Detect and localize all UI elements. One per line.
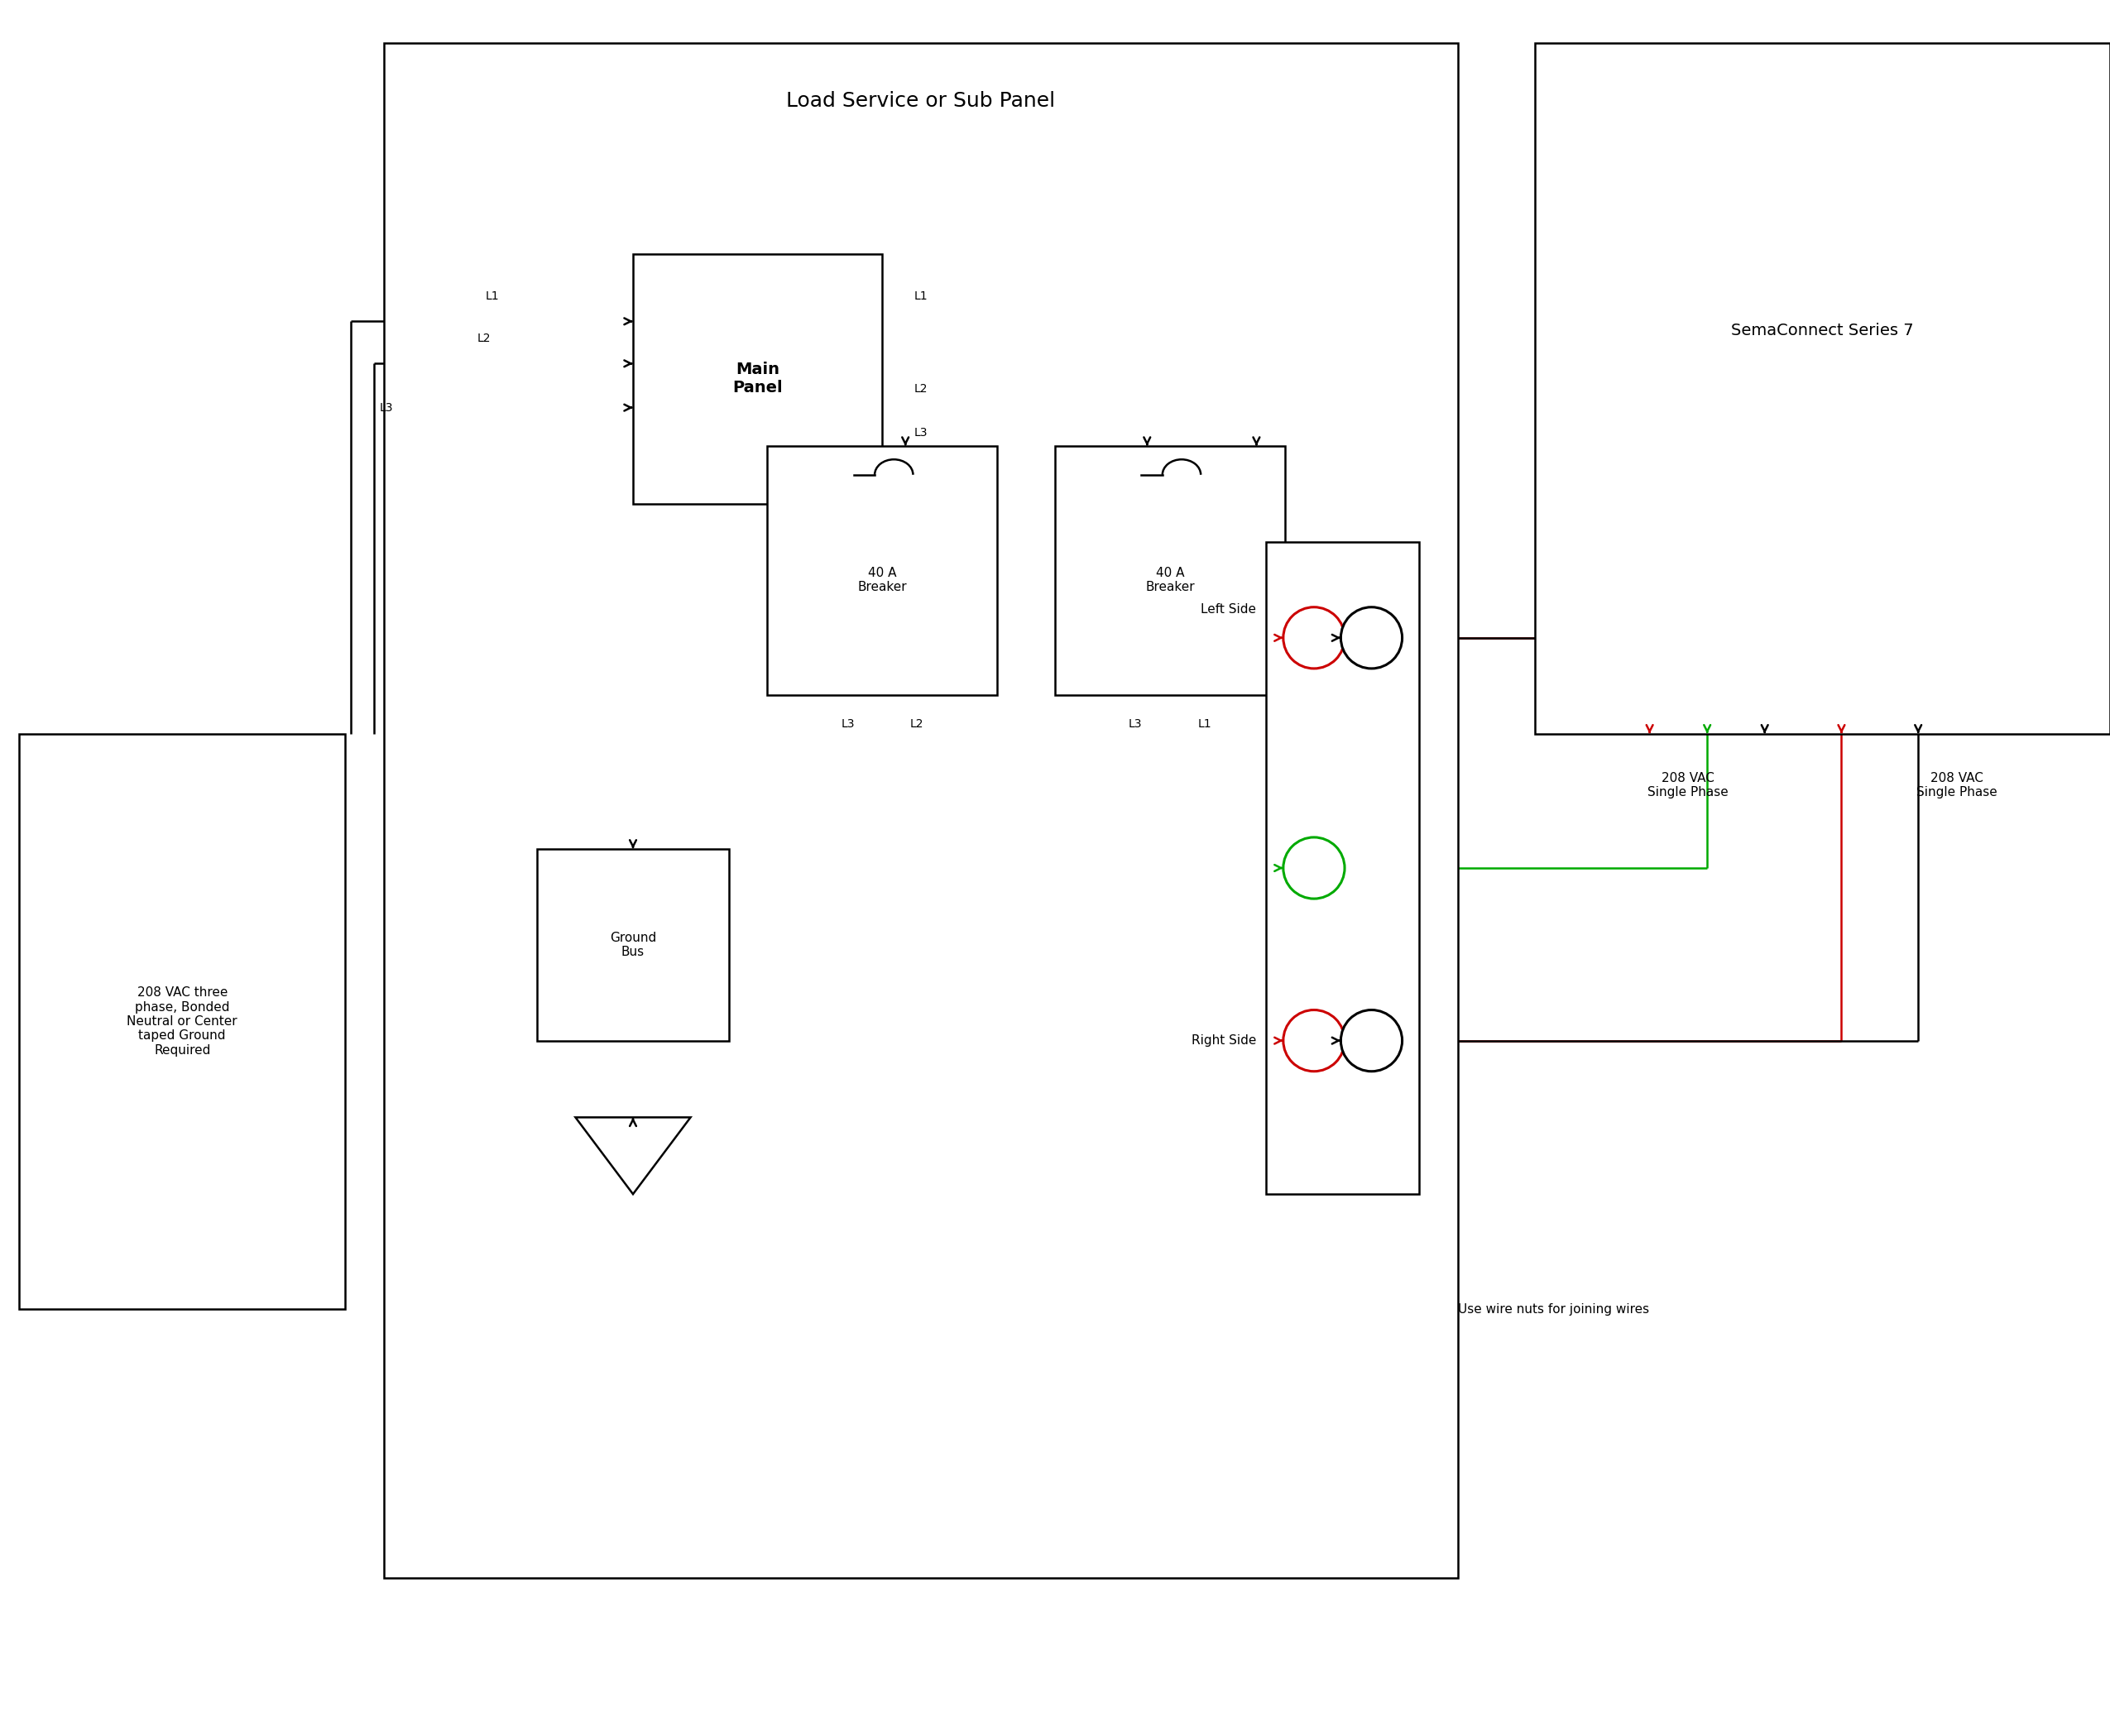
Text: L1: L1 [914,290,928,302]
Text: Ground
Bus: Ground Bus [610,930,656,958]
Bar [1534,43,2110,734]
Text: L2: L2 [914,382,928,394]
Text: L3: L3 [380,401,392,413]
Circle shape [1283,1010,1344,1071]
Text: 208 VAC
Single Phase: 208 VAC Single Phase [1648,773,1728,799]
Text: L3: L3 [842,719,855,729]
Text: 208 VAC three
phase, Bonded
Neutral or Center
taped Ground
Required: 208 VAC three phase, Bonded Neutral or C… [127,986,238,1057]
Circle shape [1340,1010,1403,1071]
Circle shape [1283,608,1344,668]
Bar [768,446,998,696]
Bar [633,253,882,503]
Text: L1: L1 [1198,719,1211,729]
Text: 40 A
Breaker: 40 A Breaker [1146,568,1194,594]
Text: L3: L3 [1129,719,1142,729]
Text: SemaConnect Series 7: SemaConnect Series 7 [1730,323,1914,339]
Bar [384,43,1458,1578]
Bar [538,849,728,1040]
Text: L1: L1 [485,290,498,302]
Text: L3: L3 [914,427,928,439]
Text: Main
Panel: Main Panel [732,361,783,396]
Circle shape [1340,608,1403,668]
Text: Use wire nuts for joining wires: Use wire nuts for joining wires [1458,1304,1650,1316]
Circle shape [1283,837,1344,899]
Text: Load Service or Sub Panel: Load Service or Sub Panel [787,90,1055,111]
Text: Left Side: Left Side [1201,602,1255,615]
Bar [19,734,346,1309]
Bar [1266,542,1420,1194]
Text: 40 A
Breaker: 40 A Breaker [857,568,907,594]
Text: L2: L2 [909,719,924,729]
Text: 208 VAC
Single Phase: 208 VAC Single Phase [1916,773,1996,799]
Text: Right Side: Right Side [1192,1035,1255,1047]
Bar [1055,446,1285,696]
Text: L2: L2 [477,333,492,344]
